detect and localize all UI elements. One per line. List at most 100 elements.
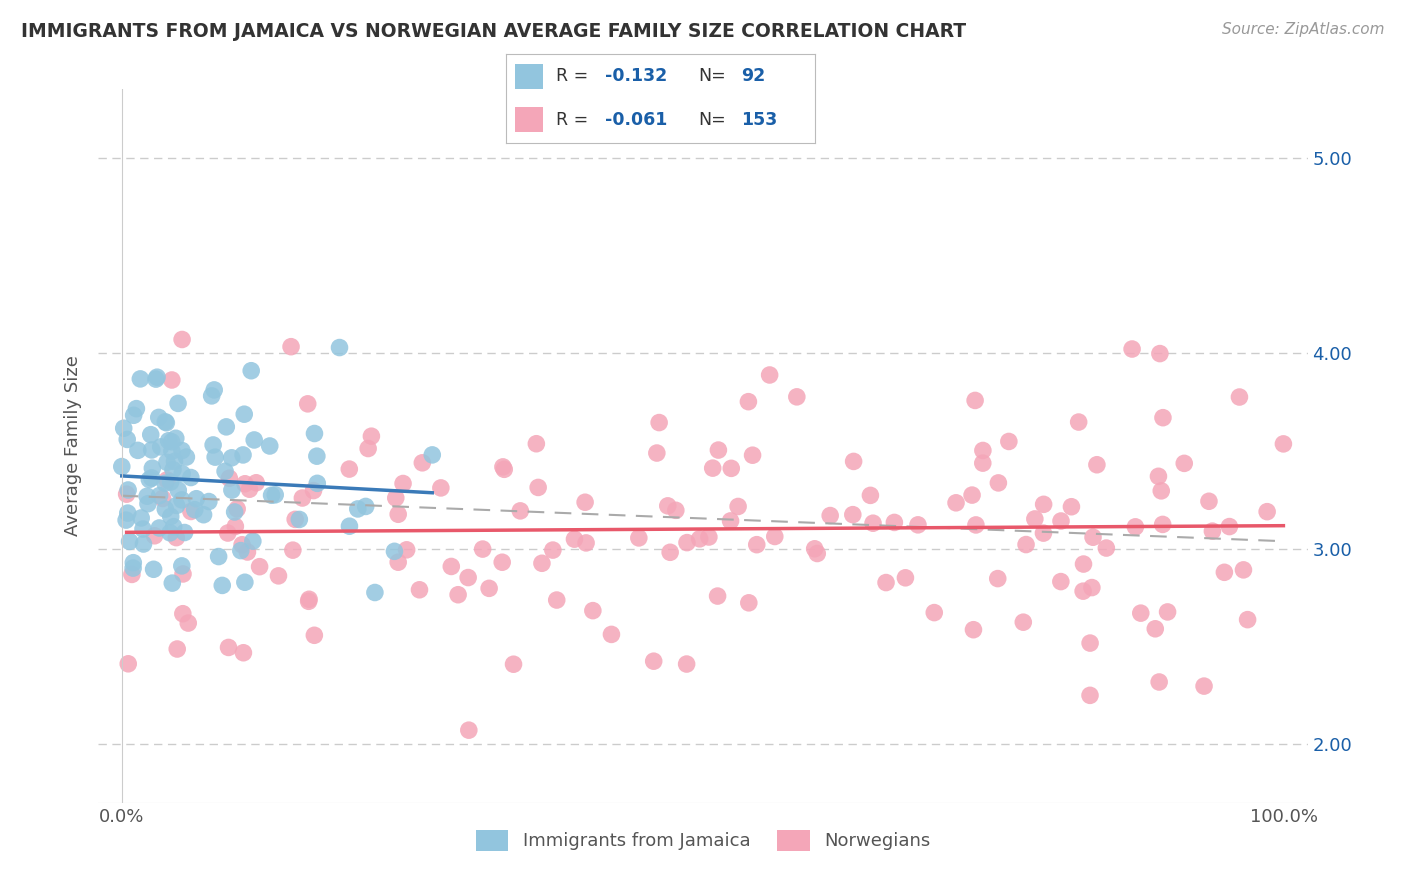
Point bbox=[139, 427, 162, 442]
Point bbox=[737, 394, 759, 409]
Point bbox=[763, 529, 786, 543]
Point bbox=[260, 488, 283, 502]
Point bbox=[240, 364, 263, 378]
Point bbox=[141, 471, 163, 485]
Point bbox=[166, 642, 188, 657]
Point bbox=[1032, 526, 1054, 541]
Point bbox=[907, 517, 929, 532]
Point bbox=[224, 505, 246, 519]
Point bbox=[1015, 537, 1038, 551]
Point bbox=[471, 542, 494, 557]
Point bbox=[132, 537, 155, 551]
Point bbox=[115, 513, 138, 527]
Text: 153: 153 bbox=[741, 111, 778, 129]
Point bbox=[1147, 675, 1170, 690]
Point bbox=[264, 488, 287, 502]
Point bbox=[440, 559, 463, 574]
Point bbox=[155, 415, 177, 429]
Point bbox=[720, 514, 742, 528]
Point bbox=[172, 566, 194, 581]
Text: R =: R = bbox=[555, 111, 588, 129]
Point bbox=[305, 449, 328, 463]
Text: R =: R = bbox=[555, 67, 588, 86]
Point bbox=[157, 434, 180, 448]
Point bbox=[1078, 689, 1101, 703]
Point bbox=[564, 532, 586, 546]
Point bbox=[1121, 342, 1143, 356]
Point bbox=[173, 525, 195, 540]
Point bbox=[129, 372, 152, 386]
Point bbox=[243, 433, 266, 447]
Text: IMMIGRANTS FROM JAMAICA VS NORWEGIAN AVERAGE FAMILY SIZE CORRELATION CHART: IMMIGRANTS FROM JAMAICA VS NORWEGIAN AVE… bbox=[21, 22, 966, 41]
Point bbox=[387, 508, 409, 522]
Point bbox=[162, 463, 184, 477]
Point bbox=[224, 519, 246, 533]
Point bbox=[112, 421, 135, 435]
Point bbox=[420, 448, 443, 462]
Point bbox=[155, 416, 177, 430]
Point bbox=[648, 416, 671, 430]
Point bbox=[148, 410, 170, 425]
Point bbox=[524, 436, 547, 450]
Point bbox=[132, 522, 155, 536]
Point bbox=[395, 542, 418, 557]
Point bbox=[122, 561, 145, 575]
Point bbox=[136, 497, 159, 511]
Point bbox=[127, 443, 149, 458]
Point bbox=[1152, 410, 1174, 425]
Point bbox=[129, 511, 152, 525]
Point bbox=[1129, 606, 1152, 620]
Point bbox=[842, 454, 865, 468]
Point bbox=[803, 541, 825, 556]
Point bbox=[249, 559, 271, 574]
Point bbox=[457, 723, 479, 738]
Point bbox=[1236, 613, 1258, 627]
Point bbox=[972, 443, 994, 458]
Point bbox=[115, 487, 138, 501]
Point bbox=[328, 341, 350, 355]
Bar bbox=[516, 107, 543, 132]
Point bbox=[1050, 574, 1073, 589]
Point bbox=[115, 433, 138, 447]
Point bbox=[1085, 458, 1108, 472]
Point bbox=[146, 370, 169, 384]
Point bbox=[170, 558, 193, 573]
Point bbox=[859, 488, 882, 502]
Point bbox=[159, 475, 181, 489]
Text: N=: N= bbox=[697, 111, 725, 129]
Point bbox=[430, 481, 453, 495]
Point bbox=[530, 556, 553, 570]
Point bbox=[575, 536, 598, 550]
Point bbox=[1229, 390, 1251, 404]
Point bbox=[364, 585, 387, 599]
Point bbox=[1150, 483, 1173, 498]
Point bbox=[231, 538, 253, 552]
Point bbox=[148, 521, 170, 535]
Point bbox=[408, 582, 430, 597]
Point bbox=[184, 502, 207, 516]
Point bbox=[176, 450, 198, 464]
Point bbox=[214, 464, 236, 478]
Point bbox=[965, 393, 987, 408]
Point bbox=[546, 593, 568, 607]
Point bbox=[121, 567, 143, 582]
Point bbox=[818, 508, 841, 523]
Point bbox=[1144, 622, 1167, 636]
Point bbox=[665, 503, 688, 517]
Point bbox=[1073, 557, 1095, 571]
Point bbox=[806, 547, 828, 561]
Point bbox=[643, 654, 665, 668]
Y-axis label: Average Family Size: Average Family Size bbox=[65, 356, 83, 536]
Point bbox=[232, 646, 254, 660]
Point bbox=[117, 506, 139, 520]
Point bbox=[1232, 563, 1254, 577]
Point bbox=[657, 499, 679, 513]
Point bbox=[987, 572, 1010, 586]
Point bbox=[738, 596, 761, 610]
Point bbox=[1192, 679, 1215, 693]
Point bbox=[509, 504, 531, 518]
Point bbox=[337, 462, 360, 476]
Point bbox=[392, 476, 415, 491]
Point bbox=[170, 443, 193, 458]
Point bbox=[1067, 415, 1090, 429]
